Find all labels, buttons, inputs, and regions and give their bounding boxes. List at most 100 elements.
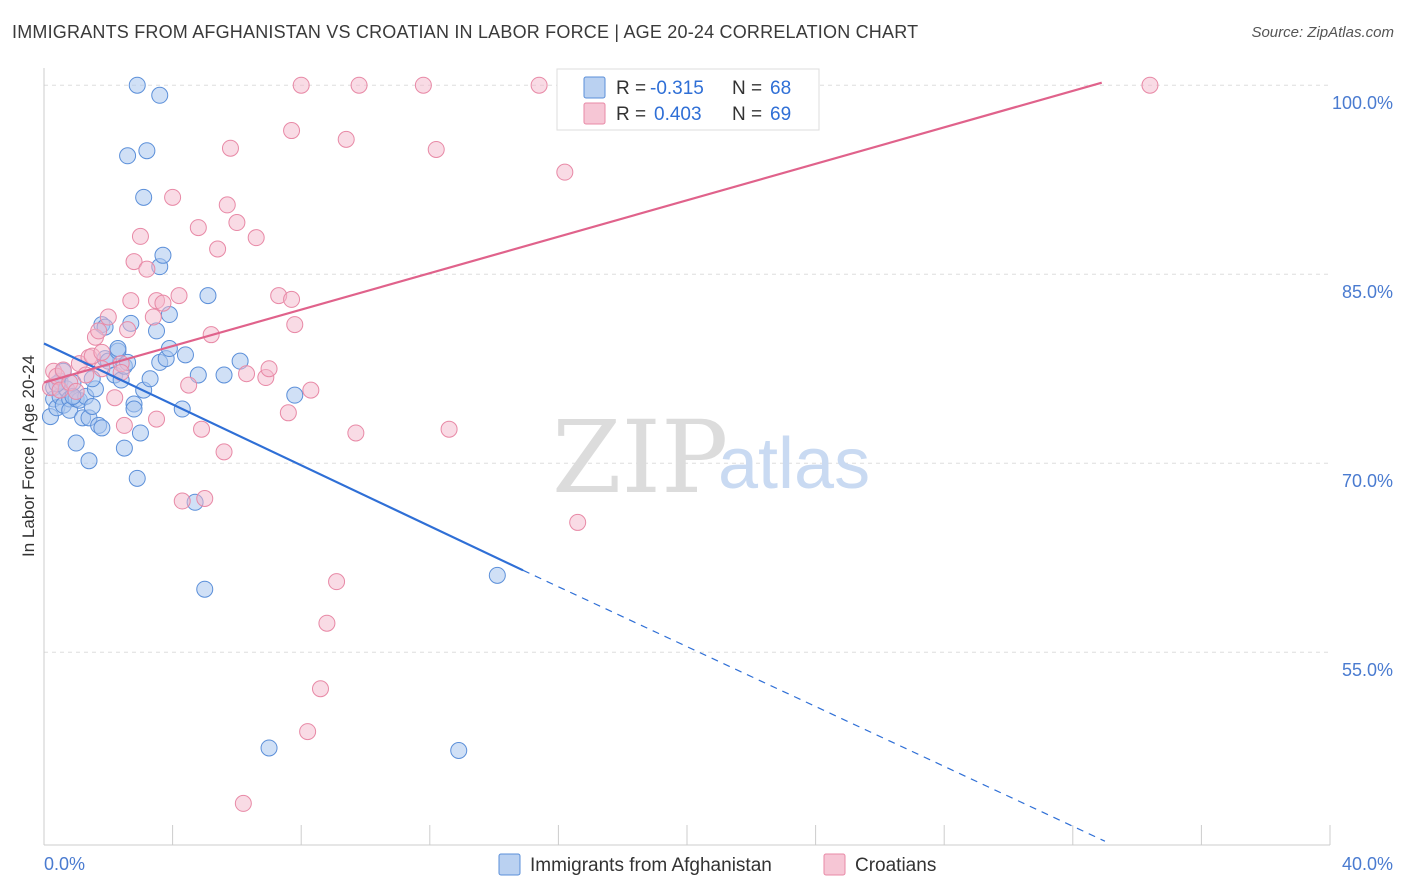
point-croatians-33 — [189, 219, 207, 237]
point-afghanistan-45 — [148, 322, 166, 340]
point-afghanistan-18 — [80, 452, 98, 470]
point-afghanistan-33 — [119, 147, 137, 165]
series-afghanistan-points — [41, 76, 506, 759]
legend-swatch-pink — [583, 102, 606, 125]
y-tick-label-2: 85.0% — [1342, 282, 1393, 302]
point-afghanistan-49 — [154, 246, 172, 264]
point-croatians-66 — [530, 76, 548, 94]
axes — [43, 68, 1331, 846]
point-afghanistan-38 — [128, 469, 146, 487]
x-tick-labels: 0.0% 40.0% — [44, 854, 1393, 874]
point-afghanistan-64 — [488, 566, 506, 584]
legend-n-value-1: 68 — [770, 78, 791, 99]
point-afghanistan-12 — [67, 434, 85, 452]
point-croatians-24 — [138, 260, 156, 278]
point-croatians-14 — [93, 343, 111, 361]
point-croatians-20 — [119, 321, 137, 339]
point-afghanistan-62 — [286, 386, 304, 404]
legend-n-label-2: N = — [732, 104, 762, 125]
legend-r-label-1: R = — [616, 78, 646, 99]
point-afghanistan-37 — [125, 400, 143, 418]
point-croatians-38 — [215, 443, 233, 461]
bottom-legend-swatch-croatians — [823, 853, 846, 876]
y-tick-label-0: 55.0% — [1342, 660, 1393, 680]
chart-title: IMMIGRANTS FROM AFGHANISTAN VS CROATIAN … — [12, 22, 919, 42]
point-afghanistan-47 — [151, 86, 169, 104]
watermark: ZIP atlas — [552, 399, 870, 516]
trend-line-croatians — [43, 81, 1103, 384]
point-croatians-44 — [247, 229, 265, 247]
trend-line-afghanistan-extrapolated — [522, 569, 1106, 842]
point-croatians-52 — [299, 723, 317, 741]
point-afghanistan-43 — [138, 142, 156, 160]
point-croatians-54 — [311, 680, 329, 698]
point-croatians-64 — [350, 76, 368, 94]
legend-r-value-1: -0.315 — [650, 78, 704, 99]
point-croatians-28 — [154, 294, 172, 312]
point-afghanistan-22 — [93, 419, 111, 437]
point-afghanistan-58 — [199, 287, 217, 305]
legend-r-label-2: R = — [616, 104, 646, 125]
point-croatians-53 — [302, 381, 320, 399]
point-croatians-46 — [260, 360, 278, 378]
x-tick-label-0: 0.0% — [44, 854, 85, 874]
point-afghanistan-32 — [115, 439, 133, 457]
point-afghanistan-40 — [131, 424, 149, 442]
legend-n-label-1: N = — [732, 78, 762, 99]
point-croatians-25 — [144, 308, 162, 326]
point-croatians-60 — [440, 420, 458, 438]
bottom-legend: Immigrants from Afghanistan Croatians — [498, 853, 936, 876]
point-croatians-55 — [318, 614, 336, 632]
point-croatians-43 — [238, 365, 256, 383]
legend-swatch-blue — [583, 76, 606, 99]
bottom-legend-label-afghanistan: Immigrants from Afghanistan — [530, 855, 772, 876]
watermark-atlas: atlas — [718, 424, 870, 504]
point-afghanistan-54 — [176, 346, 194, 364]
series-croatians-points — [41, 76, 1159, 812]
point-afghanistan-61 — [260, 739, 278, 757]
point-afghanistan-39 — [128, 76, 146, 94]
point-croatians-48 — [279, 404, 297, 422]
point-croatians-42 — [234, 794, 252, 812]
point-croatians-31 — [173, 492, 191, 510]
watermark-zip: ZIP — [552, 399, 728, 516]
point-croatians-16 — [106, 389, 124, 407]
point-afghanistan-59 — [215, 366, 233, 384]
point-afghanistan-29 — [109, 340, 127, 358]
bottom-legend-swatch-afghanistan — [498, 853, 521, 876]
point-afghanistan-19 — [83, 398, 101, 416]
point-croatians-57 — [337, 130, 355, 148]
point-croatians-21 — [122, 292, 140, 310]
point-croatians-23 — [131, 227, 149, 245]
point-croatians-15 — [99, 308, 117, 326]
point-croatians-62 — [569, 513, 587, 531]
point-croatians-58 — [347, 424, 365, 442]
point-croatians-12 — [90, 322, 108, 340]
point-croatians-37 — [209, 240, 227, 258]
trend-line-afghanistan — [43, 342, 524, 572]
point-afghanistan-44 — [141, 370, 159, 388]
y-tick-label-1: 70.0% — [1342, 471, 1393, 491]
point-croatians-19 — [115, 416, 133, 434]
point-croatians-65 — [414, 76, 432, 94]
point-croatians-51 — [286, 316, 304, 334]
point-croatians-41 — [228, 214, 246, 232]
x-tick-label-1: 40.0% — [1342, 854, 1393, 874]
point-croatians-59 — [427, 140, 445, 158]
point-croatians-22 — [125, 253, 143, 271]
point-croatians-32 — [180, 376, 198, 394]
point-croatians-61 — [556, 163, 574, 181]
y-tick-labels: 55.0% 70.0% 85.0% 100.0% — [1332, 93, 1393, 680]
point-croatians-34 — [193, 420, 211, 438]
point-croatians-29 — [164, 188, 182, 206]
point-croatians-35 — [196, 489, 214, 507]
point-croatians-6 — [67, 382, 85, 400]
top-legend: R = -0.315 N = 68 R = 0.403 N = 69 — [556, 68, 820, 131]
y-tick-label-3: 100.0% — [1332, 93, 1393, 113]
bottom-legend-label-croatians: Croatians — [855, 855, 936, 876]
legend-n-value-2: 69 — [770, 104, 791, 125]
point-afghanistan-57 — [196, 580, 214, 598]
point-croatians-68 — [1141, 76, 1159, 94]
point-afghanistan-63 — [450, 741, 468, 759]
